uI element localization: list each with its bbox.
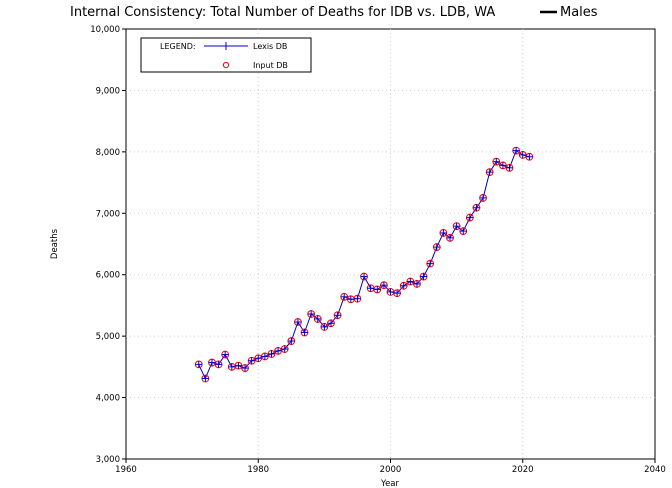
- x-tick-label: 2040: [644, 465, 666, 475]
- lexis-db-point: [367, 284, 375, 292]
- lexis-db-line: [198, 149, 530, 380]
- lexis-db-point: [360, 273, 368, 281]
- lexis-db-point: [506, 164, 514, 172]
- chart-title: Internal Consistency: Total Number of De…: [70, 5, 495, 20]
- y-tick-label: 10,000: [90, 25, 120, 35]
- lexis-db-point: [201, 375, 209, 383]
- lexis-db-point: [472, 204, 480, 212]
- y-tick-label: 4,000: [96, 394, 120, 404]
- lexis-db-point: [334, 311, 342, 319]
- lexis-db-point: [267, 350, 275, 358]
- lexis-db-point: [248, 357, 256, 365]
- lexis-db-point: [254, 354, 262, 362]
- lexis-db-point: [215, 360, 223, 368]
- legend-lexis-marker: [222, 42, 230, 50]
- lexis-db-point: [446, 234, 454, 242]
- lexis-db-point: [373, 285, 381, 293]
- lexis-db-point: [221, 351, 229, 359]
- y-tick-label: 7,000: [96, 209, 120, 219]
- x-tick-label: 1960: [115, 465, 137, 475]
- lexis-db-point: [380, 281, 388, 289]
- lexis-db-point: [208, 359, 216, 367]
- lexis-db-point: [314, 315, 322, 323]
- lexis-db-point: [420, 273, 428, 281]
- lexis-db-point: [393, 289, 401, 297]
- series-group: [194, 146, 534, 383]
- lexis-db-point: [492, 158, 500, 166]
- lexis-db-point: [439, 229, 447, 237]
- lexis-db-point: [512, 147, 520, 155]
- lexis-db-point: [301, 328, 309, 336]
- y-tick-label: 6,000: [96, 271, 120, 281]
- lexis-db-point: [519, 151, 527, 159]
- lexis-db-point: [459, 227, 467, 235]
- y-tick-label: 3,000: [96, 455, 120, 465]
- y-tick-label: 8,000: [96, 148, 120, 158]
- lexis-db-point: [340, 293, 348, 301]
- lexis-db-point: [274, 347, 282, 355]
- title-key-label: Males: [560, 5, 598, 20]
- x-axis-ticks: 1960 1980 2000 2020 2040: [115, 459, 666, 475]
- lexis-db-point: [281, 345, 289, 353]
- lexis-db-point: [406, 277, 414, 285]
- lexis-db-point: [433, 243, 441, 251]
- lexis-db-point: [453, 222, 461, 230]
- legend-lexis-label: Lexis DB: [253, 42, 287, 51]
- x-tick-label: 2000: [380, 465, 402, 475]
- lexis-db-point: [261, 352, 269, 360]
- y-axis-label: Deaths: [50, 228, 60, 259]
- lexis-db-point: [228, 363, 236, 371]
- legend-input-marker: [222, 61, 230, 69]
- lexis-db-point: [241, 364, 249, 372]
- lexis-db-point: [347, 295, 355, 303]
- lexis-db-point: [320, 323, 328, 331]
- grid: [126, 29, 655, 459]
- lexis-db-point: [426, 260, 434, 268]
- x-tick-label: 1980: [247, 465, 269, 475]
- lexis-db-point: [387, 288, 394, 296]
- x-tick-label: 2020: [512, 465, 534, 475]
- y-tick-label: 5,000: [96, 332, 120, 342]
- lexis-db-point: [307, 310, 315, 318]
- lexis-db-point: [466, 214, 474, 222]
- lexis-db-point: [400, 282, 408, 290]
- lexis-db-point: [327, 319, 335, 327]
- lexis-db-point: [353, 295, 361, 303]
- y-tick-label: 9,000: [96, 86, 120, 96]
- lexis-db-point: [234, 362, 242, 370]
- lexis-db-point: [479, 194, 487, 202]
- lexis-db-point: [195, 360, 203, 368]
- x-axis-label: Year: [380, 479, 400, 488]
- lexis-db-point: [486, 168, 494, 176]
- lexis-db-point: [499, 161, 507, 169]
- lexis-db-point: [287, 337, 295, 345]
- y-axis-ticks: 3,000 4,000 5,000 6,000 7,000 8,000 9,000 10,00…: [90, 25, 126, 465]
- lexis-db-point: [294, 318, 302, 326]
- legend-title: LEGEND:: [160, 42, 196, 51]
- lexis-db-point: [413, 280, 421, 288]
- lexis-db-point: [525, 153, 533, 161]
- legend-input-label: Input DB: [253, 61, 288, 70]
- legend: LEGEND: Lexis DB Input DB: [140, 37, 312, 73]
